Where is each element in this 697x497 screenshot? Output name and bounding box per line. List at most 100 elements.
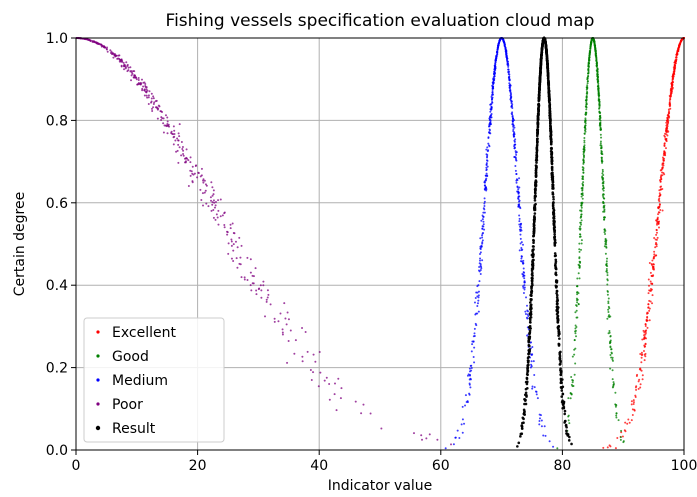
data-point — [531, 248, 534, 252]
data-point — [471, 340, 474, 343]
data-point — [635, 388, 638, 391]
data-point — [647, 292, 650, 295]
data-point — [536, 118, 540, 121]
data-point — [483, 211, 486, 214]
data-point — [117, 54, 120, 57]
data-point — [547, 93, 551, 96]
data-point — [520, 249, 523, 252]
data-point — [584, 126, 586, 129]
data-point — [147, 96, 150, 99]
data-point — [582, 151, 585, 154]
data-point — [669, 107, 672, 110]
data-point — [485, 166, 488, 169]
data-point — [580, 206, 583, 209]
data-point — [528, 320, 532, 324]
data-point — [217, 223, 220, 226]
data-point — [582, 159, 585, 162]
data-point — [526, 334, 529, 337]
data-point — [632, 403, 635, 406]
data-point — [486, 150, 489, 153]
data-point — [581, 189, 584, 192]
data-point — [526, 373, 529, 377]
data-point — [551, 211, 555, 214]
data-point — [550, 150, 554, 154]
data-point — [574, 327, 577, 330]
data-point — [638, 368, 641, 371]
data-point — [531, 252, 535, 255]
data-point — [619, 438, 622, 441]
data-point — [558, 363, 562, 366]
data-point — [485, 177, 488, 180]
data-point — [517, 188, 520, 191]
data-point — [483, 202, 486, 205]
data-point — [593, 41, 596, 44]
data-point — [643, 337, 646, 340]
data-point — [555, 312, 559, 316]
data-point — [173, 133, 176, 135]
data-point — [532, 228, 536, 232]
data-point — [490, 108, 493, 111]
y-tick-label: 0.0 — [46, 443, 68, 459]
data-point — [578, 248, 581, 251]
data-point — [523, 281, 526, 284]
data-point — [574, 332, 577, 335]
data-point — [444, 447, 447, 450]
data-point — [667, 115, 670, 118]
data-point — [658, 226, 660, 229]
data-point — [162, 122, 165, 125]
data-point — [137, 77, 140, 80]
data-point — [522, 267, 525, 270]
data-point — [490, 113, 493, 115]
data-point — [636, 373, 639, 376]
data-point — [229, 223, 232, 226]
data-point — [575, 304, 578, 307]
data-point — [226, 231, 229, 234]
data-point — [491, 93, 494, 96]
data-point — [559, 359, 562, 363]
data-point — [535, 165, 538, 169]
data-point — [552, 445, 555, 448]
data-point — [647, 306, 650, 309]
data-point — [515, 153, 518, 156]
data-point — [200, 167, 203, 170]
data-point — [510, 112, 513, 115]
data-point — [412, 432, 415, 435]
data-point — [185, 148, 188, 151]
data-point — [191, 172, 194, 175]
data-point — [553, 235, 556, 239]
data-point — [612, 382, 615, 385]
data-point — [526, 360, 530, 364]
data-point — [611, 358, 614, 361]
data-point — [581, 187, 584, 190]
data-point — [105, 48, 108, 51]
data-point — [536, 397, 539, 400]
series-excellent — [602, 37, 685, 450]
data-point — [585, 108, 588, 111]
data-point — [539, 58, 543, 62]
data-point — [600, 146, 603, 149]
data-point — [546, 76, 550, 80]
data-point — [610, 351, 613, 354]
data-point — [532, 241, 535, 245]
data-point — [665, 119, 668, 122]
data-point — [227, 252, 230, 255]
data-point — [147, 102, 150, 105]
data-point — [214, 201, 217, 203]
data-point — [491, 91, 494, 94]
data-point — [594, 54, 597, 57]
data-point — [582, 154, 585, 157]
data-point — [654, 238, 657, 241]
data-point — [606, 283, 609, 286]
data-point — [605, 239, 608, 242]
data-point — [536, 122, 540, 126]
data-point — [578, 233, 581, 236]
data-point — [555, 292, 558, 295]
data-point — [121, 60, 124, 63]
data-point — [267, 293, 270, 296]
data-point — [518, 204, 521, 207]
data-point — [428, 433, 431, 436]
data-point — [145, 94, 148, 97]
data-point — [488, 128, 491, 131]
data-point — [521, 416, 525, 420]
data-point — [647, 303, 650, 306]
